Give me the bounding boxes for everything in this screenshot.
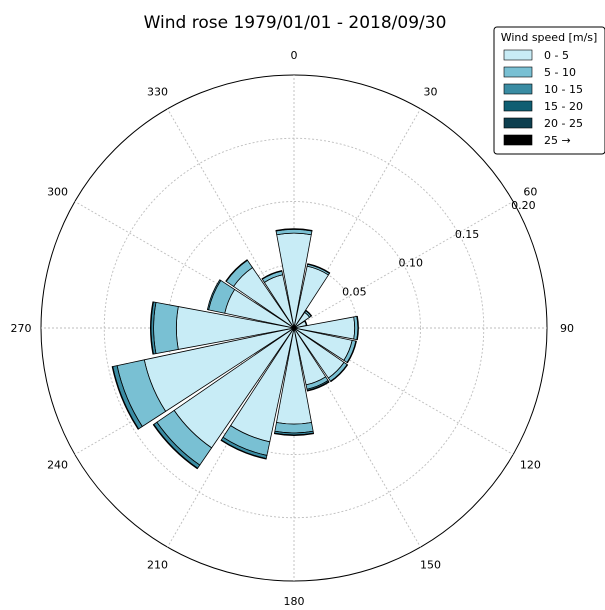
bar-dir-112_5-bin-2 [346,340,357,364]
radial-label-0_10: 0.10 [398,257,423,270]
direction-label-270: 270 [11,322,32,335]
legend-swatch-1 [503,66,533,78]
legend-title: Wind speed [m/s] [501,31,598,44]
bar-dir-202_5-bin-3 [220,439,267,460]
radial-label-0_20: 0.20 [511,199,536,212]
radial-label-0_05: 0.05 [342,285,367,298]
bar-dir-292_5-bin-2 [206,279,222,311]
bar-dir-247_5-bin-3 [111,366,139,430]
legend: Wind speed [m/s] 0 - 5 5 - 10 10 - 15 15 - … [493,26,605,155]
direction-label-180: 180 [284,595,305,606]
legend-entries: 0 - 5 5 - 10 10 - 15 15 - 20 20 - 25 25 → [503,49,583,147]
legend-swatch-3 [503,100,533,112]
legend-swatch-2 [503,83,533,95]
direction-label-150: 150 [420,558,441,571]
direction-labels: 0 30 60 90 120 150 180 210 240 270 300 330 [11,49,575,608]
bar-dir-315-bin-2 [225,259,248,282]
direction-label-240: 240 [47,459,68,472]
bar-dir-157_5-bin-3 [306,381,330,392]
direction-label-0: 0 [291,49,298,62]
legend-swatch-0 [503,49,533,61]
radial-label-0_15: 0.15 [455,228,480,241]
legend-label-5: 25 → [544,134,571,147]
legend-label-2: 10 - 15 [544,83,583,96]
legend-label-4: 20 - 25 [544,117,583,130]
chart-title: Wind rose 1979/01/01 - 2018/09/30 [144,13,447,33]
bar-dir-180-bin-3 [274,432,314,436]
bar-dir-90-bin-2 [356,315,359,341]
radial-labels: 0.05 0.10 0.15 0.20 [342,199,536,298]
bar-dir-337_5-bin-2 [261,270,283,280]
direction-label-210: 210 [147,558,168,571]
bar-dir-135-bin-2 [330,364,349,383]
legend-swatch-5 [503,134,533,146]
direction-label-90: 90 [560,322,574,335]
direction-label-120: 120 [520,459,541,472]
direction-label-330: 330 [147,86,168,99]
bar-dir-22_5-bin-2 [307,263,331,274]
bar-dir-270-bin-3 [150,301,154,355]
bar-dir-0-bin-2 [275,228,313,232]
bar-dir-225-bin-3 [152,423,199,470]
legend-swatch-4 [503,117,533,129]
direction-label-300: 300 [47,186,68,199]
direction-label-60: 60 [523,186,537,199]
legend-label-3: 15 - 20 [544,100,583,113]
wind-bars [111,228,359,470]
bar-dir-270-bin-1 [153,302,179,354]
direction-label-30: 30 [424,86,438,99]
legend-label-1: 5 - 10 [544,66,576,79]
bar-dir-180-bin-1 [274,422,314,434]
legend-label-0: 0 - 5 [544,49,569,62]
bar-dir-45-bin-2 [305,309,313,317]
